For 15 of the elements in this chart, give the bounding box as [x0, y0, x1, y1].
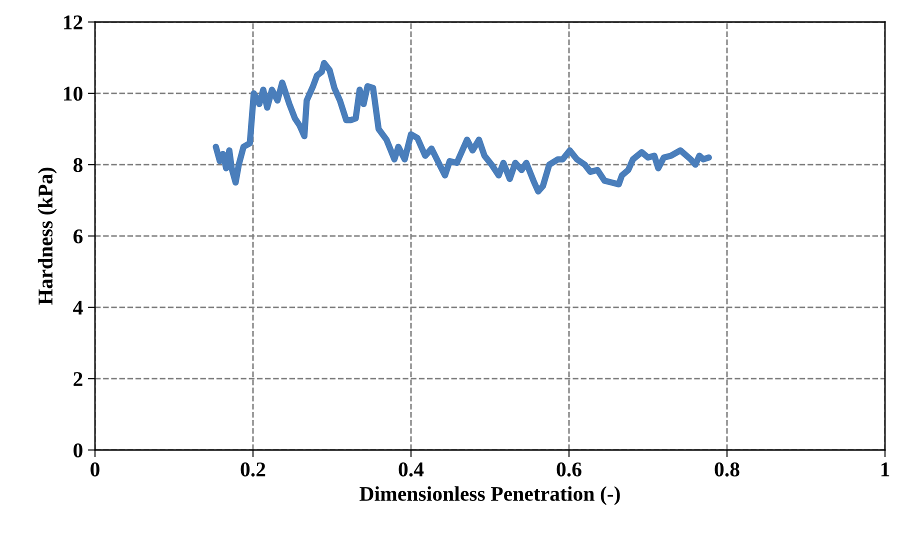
x-tick-label: 0.6: [556, 462, 582, 477]
x-tick-label: 0.8: [714, 462, 740, 477]
y-tick-label: 4: [73, 300, 83, 315]
y-tick-label: 10: [64, 86, 82, 101]
y-tick-label: 12: [64, 15, 82, 30]
x-axis-title: Dimensionless Penetration (-): [360, 486, 620, 506]
y-tick-label: 2: [74, 372, 82, 386]
y-tick-label: 0: [74, 443, 82, 458]
y-tick-label: 6: [73, 229, 83, 244]
y-tick-label: 8: [73, 158, 83, 172]
x-tick-label: 0.4: [398, 462, 424, 477]
x-tick-label: 0: [90, 462, 100, 476]
x-tick-label: 1: [881, 462, 890, 476]
y-axis-title: Hardness (kPa): [38, 168, 57, 305]
x-tick-label: 0.2: [240, 462, 266, 477]
